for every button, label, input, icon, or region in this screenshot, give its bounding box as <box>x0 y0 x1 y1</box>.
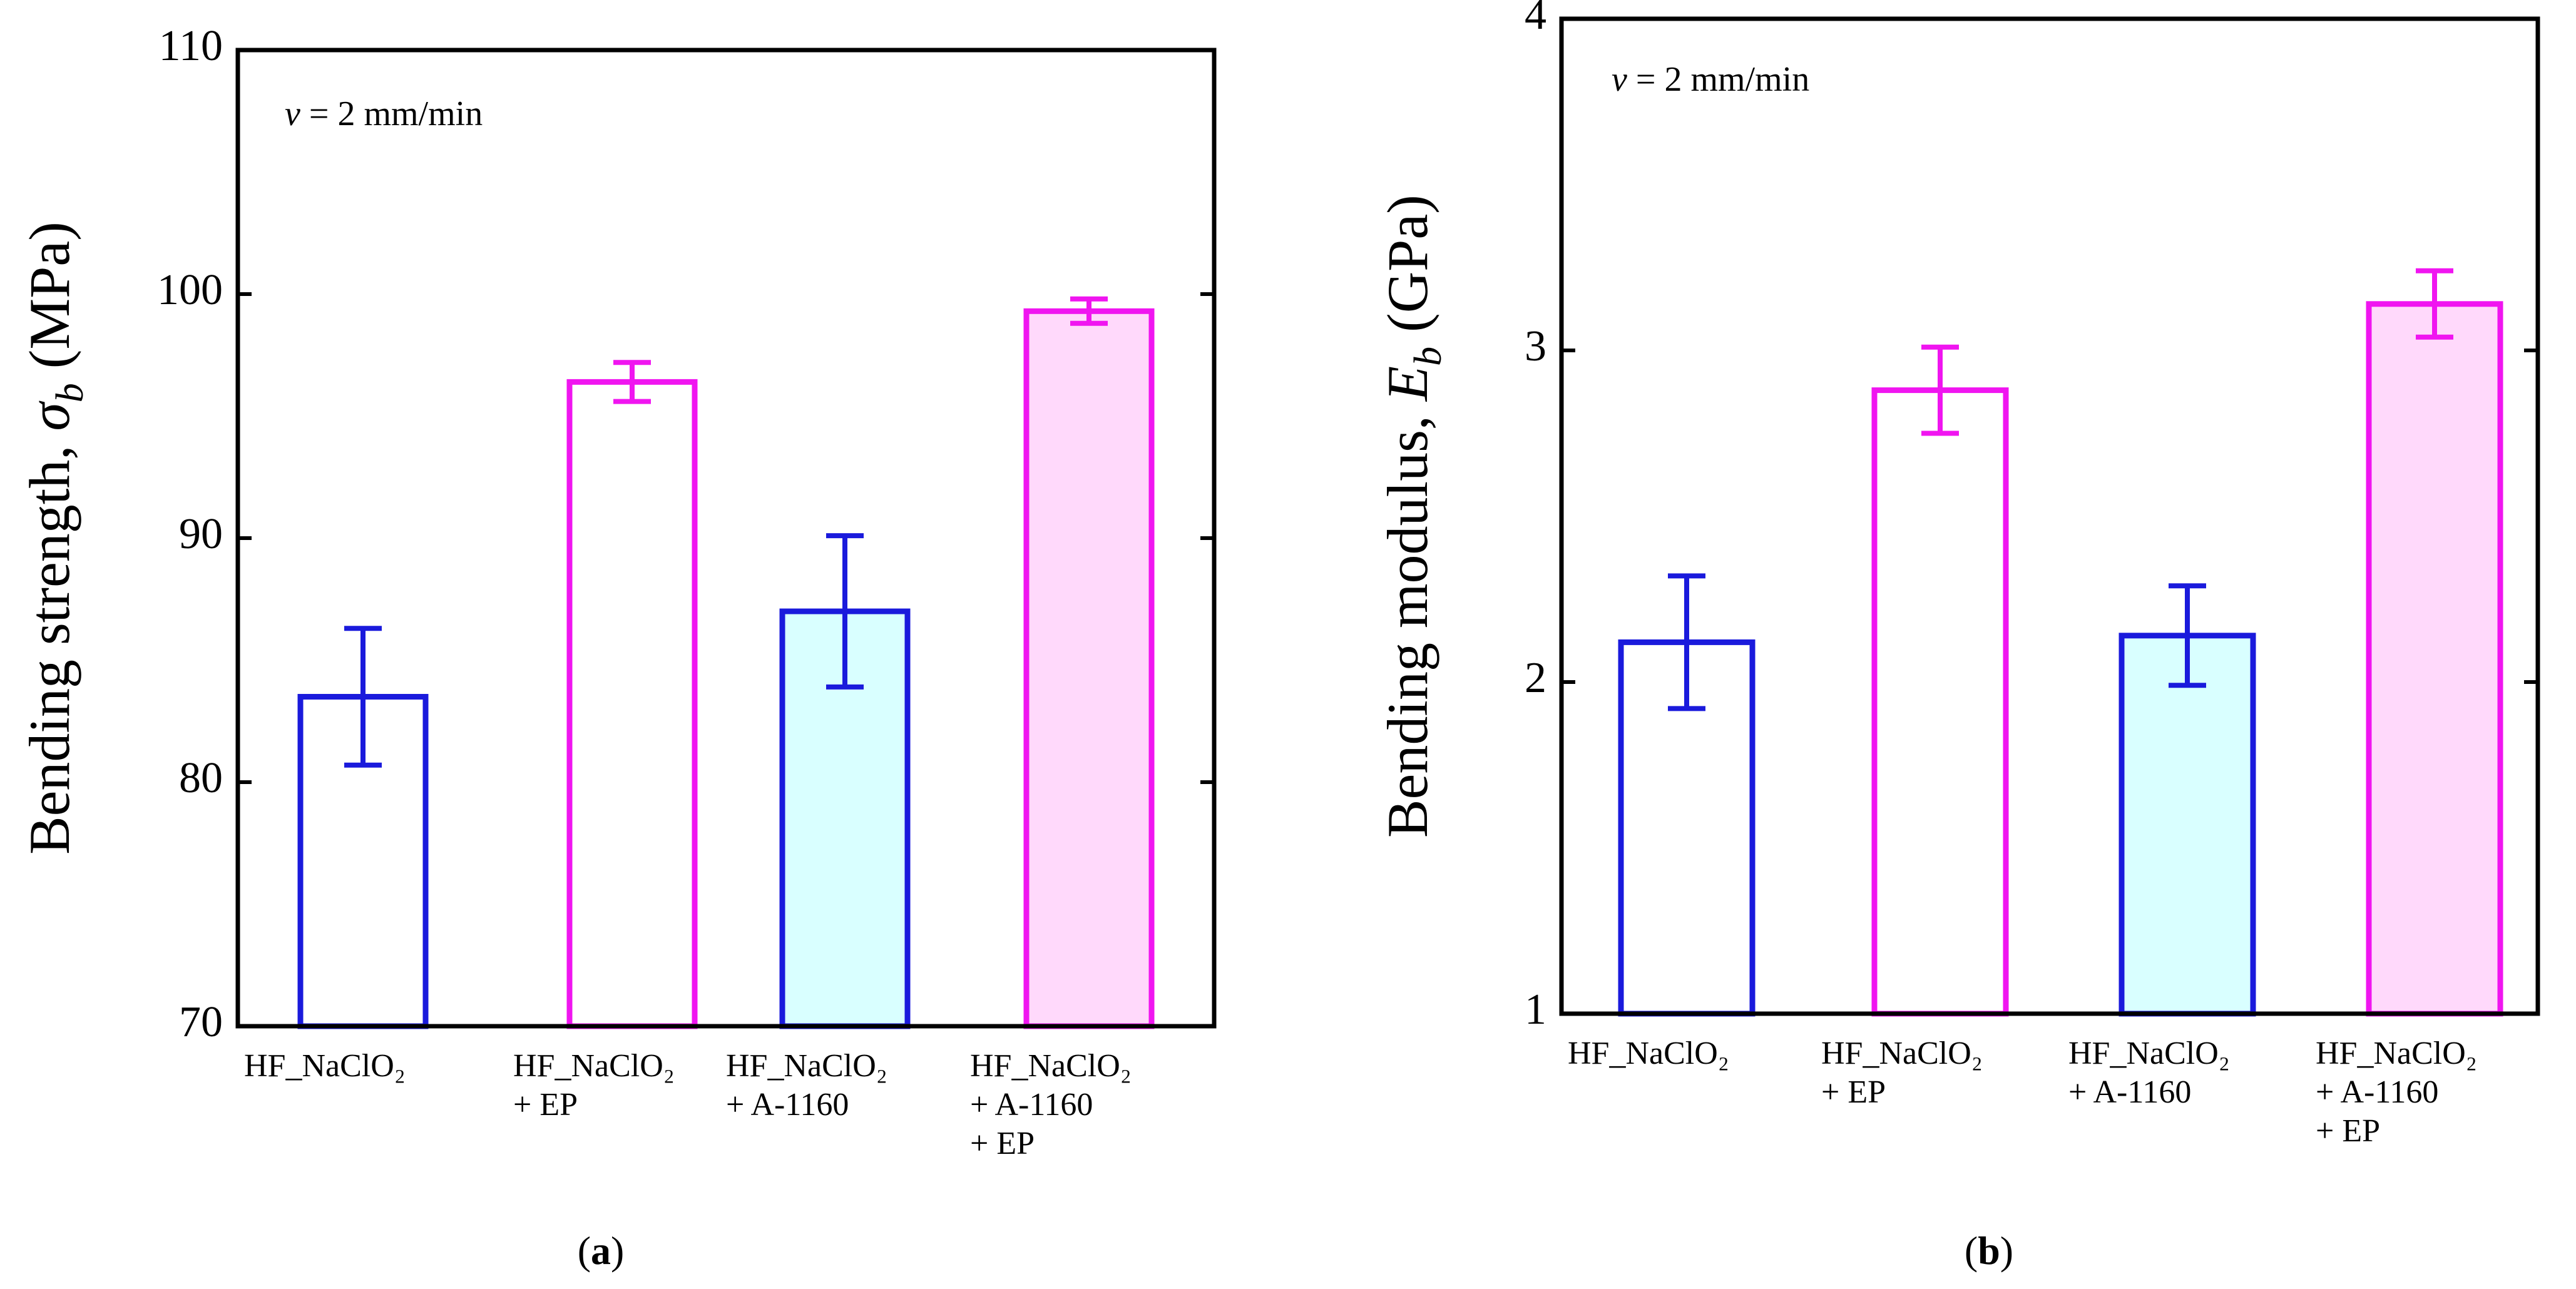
x-category-label-1: HF_NaClO₂ <box>244 1048 406 1084</box>
error-bar-2 <box>613 360 651 404</box>
annotation: v = 2 mm/min <box>1612 60 1809 99</box>
y-axis-title: Bending strength, σb (MPa) <box>18 222 91 855</box>
annotation-text: = 2 mm/min <box>300 94 483 133</box>
x-category-label-line: HF_NaClO₂ <box>970 1048 1132 1084</box>
x-category-label-line: HF_NaClO₂ <box>726 1048 887 1084</box>
panel-label-open: ( <box>578 1228 591 1273</box>
x-category-label-2: HF_NaClO₂ + EP <box>1821 1036 1983 1110</box>
y-tick-label: 2 <box>1525 654 1546 702</box>
error-bar-3 <box>2169 583 2206 688</box>
x-category-label-line: HF_NaClO₂ <box>244 1048 406 1084</box>
panel-label-open: ( <box>1965 1228 1978 1273</box>
error-bar-2 <box>1921 344 1959 436</box>
x-category-label-4: HF_NaClO₂ + A-1160 + EP <box>970 1048 1132 1161</box>
annotation: v = 2 mm/min <box>285 94 483 133</box>
x-category-label-4: HF_NaClO₂ + A-1160 + EP <box>2316 1036 2477 1149</box>
bar-2 <box>566 379 698 1029</box>
x-category-label-1: HF_NaClO₂ <box>1568 1036 1729 1071</box>
bar-2 <box>1871 387 2009 1017</box>
x-category-label-line: + A-1160 <box>726 1087 849 1123</box>
bar-3 <box>2119 633 2256 1017</box>
x-category-label-3: HF_NaClO₂ + A-1160 <box>726 1048 887 1123</box>
y-tick-label: 90 <box>179 510 223 558</box>
annotation-text: = 2 mm/min <box>1627 60 1809 99</box>
annotation-variable: v <box>285 94 300 133</box>
y-tick-label: 80 <box>179 754 223 802</box>
panel-label-close: ) <box>611 1228 624 1273</box>
y-axis-title-unit: (GPa) <box>1376 195 1439 347</box>
y-tick-label: 70 <box>179 998 223 1046</box>
y-axis-title-main: Bending modulus, <box>1376 401 1439 838</box>
x-category-label-2: HF_NaClO₂ + EP <box>513 1048 675 1123</box>
error-bar-1 <box>1668 573 1705 711</box>
y-tick-label: 110 <box>159 22 223 70</box>
plot-frame <box>1559 16 2540 1016</box>
x-category-label-line: + A-1160 <box>2068 1074 2191 1110</box>
error-bar-1 <box>344 626 382 768</box>
y-tick-label: 1 <box>1525 986 1546 1034</box>
y-axis-title-symbol: E <box>1376 366 1439 402</box>
panel-label-letter: a <box>591 1228 611 1273</box>
bar-4 <box>2366 301 2503 1017</box>
x-category-label-line: + A-1160 <box>970 1087 1093 1123</box>
x-category-label-3: HF_NaClO₂ + A-1160 <box>2068 1036 2230 1110</box>
x-category-label-line: HF_NaClO₂ <box>513 1048 675 1084</box>
panel-label: (b) <box>1965 1228 2013 1273</box>
x-category-label-line: HF_NaClO₂ <box>2316 1036 2477 1071</box>
y-tick-label: 3 <box>1525 322 1546 370</box>
x-category-label-line: HF_NaClO₂ <box>2068 1036 2230 1071</box>
y-axis-title-unit: (MPa) <box>18 222 81 383</box>
error-bar-4 <box>2416 268 2453 340</box>
panel-label-letter: b <box>1978 1228 2000 1273</box>
x-category-label-line: HF_NaClO₂ <box>1821 1036 1983 1071</box>
y-axis-title-symbol: σ <box>18 400 81 431</box>
panel-label: (a) <box>578 1228 625 1273</box>
x-category-label-line: HF_NaClO₂ <box>1568 1036 1729 1071</box>
annotation-variable: v <box>1612 60 1627 99</box>
error-bar-4 <box>1070 296 1108 326</box>
x-category-label-line: + EP <box>970 1126 1035 1161</box>
y-axis-title: Bending modulus, Eb (GPa) <box>1376 195 1449 838</box>
y-tick-label: 4 <box>1525 0 1546 39</box>
x-category-label-line: + A-1160 <box>2316 1074 2438 1110</box>
x-category-label-line: + EP <box>1821 1074 1886 1110</box>
bar-4 <box>1023 308 1155 1029</box>
y-tick-label: 100 <box>157 266 223 314</box>
x-category-label-line: + EP <box>2316 1113 2380 1149</box>
panel-label-close: ) <box>2000 1228 2013 1273</box>
y-axis-title-subscript: b <box>1407 347 1449 366</box>
y-axis-title-main: Bending strength, <box>18 431 81 855</box>
error-bar-3 <box>826 533 864 690</box>
x-category-label-line: + EP <box>513 1087 578 1123</box>
y-axis-title-subscript: b <box>49 383 91 402</box>
